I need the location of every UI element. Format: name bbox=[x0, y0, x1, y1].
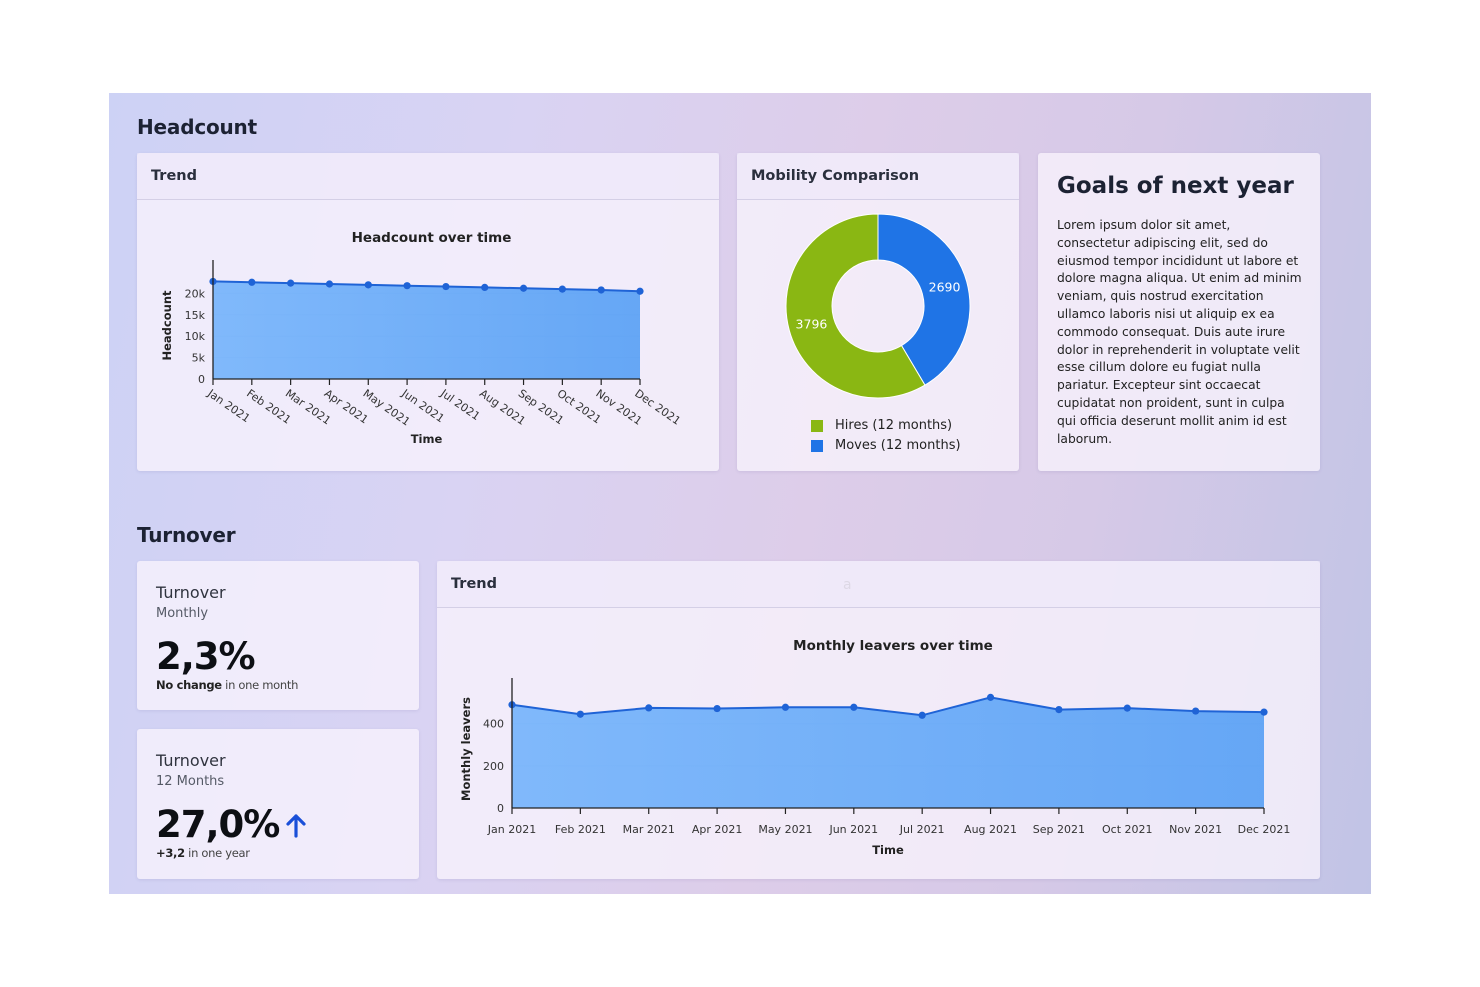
x-tick-label: Oct 2021 bbox=[1102, 823, 1153, 836]
turnover-12m-card: Turnover 12 Months 27,0% +3,2 in one yea… bbox=[137, 729, 419, 879]
x-tick-label: Nov 2021 bbox=[1169, 823, 1222, 836]
mobility-donut-chart: 2690 3796 bbox=[785, 213, 971, 399]
data-point bbox=[442, 282, 450, 291]
chart-title: Monthly leavers over time bbox=[793, 638, 993, 654]
data-point bbox=[1260, 708, 1268, 716]
data-point bbox=[918, 711, 926, 719]
y-tick-label: 5k bbox=[192, 352, 206, 365]
kpi-subtitle: 12 Months bbox=[156, 774, 225, 789]
kpi-note-rest: in one year bbox=[184, 846, 250, 860]
x-tick-label: Sep 2021 bbox=[1033, 823, 1085, 836]
data-point bbox=[597, 286, 605, 294]
goals-card: Goals of next year Lorem ipsum dolor sit… bbox=[1038, 153, 1320, 471]
y-tick-label: 10k bbox=[185, 330, 206, 343]
x-tick-label: Jun 2021 bbox=[828, 823, 878, 836]
arrow-up-icon bbox=[286, 813, 306, 838]
y-tick-label: 15k bbox=[185, 309, 206, 322]
data-point bbox=[248, 278, 256, 286]
dashboard: Headcount Trend Headcount over time 0 5k 10… bbox=[109, 93, 1371, 894]
data-point bbox=[1123, 704, 1131, 712]
data-point bbox=[781, 703, 790, 711]
slice-value-label: 2690 bbox=[929, 280, 961, 295]
chart-title: Headcount over time bbox=[352, 230, 512, 246]
kpi-subtitle: Monthly bbox=[156, 606, 209, 621]
y-axis-label: Monthly leavers bbox=[459, 697, 473, 801]
x-tick-label: Apr 2021 bbox=[692, 823, 743, 836]
donut-slice-moves bbox=[877, 213, 971, 386]
x-tick-label: Jul 2021 bbox=[899, 823, 945, 836]
turnover-section-title: Turnover bbox=[137, 523, 236, 547]
turnover-trend-header: Trend bbox=[437, 561, 1320, 608]
x-tick-label: Jan 2021 bbox=[487, 823, 536, 836]
area-fill bbox=[512, 697, 1264, 808]
monthly-leavers-chart: Monthly leavers over time 0 200 400 Jan 2021… bbox=[459, 638, 1291, 857]
legend-swatch-moves bbox=[811, 439, 823, 452]
y-tick-label: 0 bbox=[198, 373, 205, 386]
data-point bbox=[519, 284, 528, 292]
kpi-note-rest: in one month bbox=[221, 678, 299, 692]
x-tick-label: Aug 2021 bbox=[964, 823, 1017, 836]
x-axis-label: Time bbox=[411, 432, 443, 446]
data-point bbox=[636, 287, 644, 295]
series-line bbox=[511, 696, 1265, 717]
legend-swatch-hires bbox=[811, 419, 823, 432]
kpi-value: 27,0% bbox=[156, 803, 280, 846]
y-tick-label: 200 bbox=[483, 760, 504, 773]
x-tick-label: Feb 2021 bbox=[555, 823, 606, 836]
data-point bbox=[713, 704, 721, 713]
goals-title: Goals of next year bbox=[1057, 173, 1294, 199]
data-point bbox=[287, 279, 295, 287]
mobility-card: Mobility Comparison 2690 3796 Hires (12 m… bbox=[737, 153, 1019, 471]
turnover-monthly-card: Turnover Monthly 2,3% No change in one m… bbox=[137, 561, 419, 710]
data-point bbox=[1055, 705, 1063, 714]
y-axis-label: Headcount bbox=[160, 290, 174, 361]
data-point bbox=[325, 280, 334, 288]
x-tick-label: Dec 2021 bbox=[1238, 823, 1291, 836]
kpi-note-bold: +3,2 bbox=[156, 846, 185, 860]
headcount-trend-header: Trend bbox=[137, 153, 719, 200]
area-fill bbox=[213, 281, 640, 379]
kpi-note: +3,2 in one year bbox=[156, 846, 250, 860]
kpi-note: No change in one month bbox=[156, 678, 298, 692]
turnover-trend-card: Trend Monthly leavers over time 0 200 400 Ja… bbox=[437, 561, 1320, 879]
goals-body: Lorem ipsum dolor sit amet, consectetur … bbox=[1057, 218, 1302, 446]
kpi-title: Turnover bbox=[156, 583, 226, 602]
kpi-value: 2,3% bbox=[156, 635, 256, 678]
donut-slice-hires bbox=[785, 213, 926, 399]
legend-label-moves: Moves (12 months) bbox=[835, 438, 961, 453]
y-tick-label: 400 bbox=[483, 718, 504, 731]
kpi-note-bold: No change bbox=[156, 678, 222, 692]
legend-item-hires[interactable]: Hires (12 months) bbox=[811, 418, 952, 433]
legend-label-hires: Hires (12 months) bbox=[835, 418, 953, 433]
series-line bbox=[212, 280, 641, 293]
mobility-header: Mobility Comparison bbox=[737, 153, 1019, 200]
data-point bbox=[403, 282, 411, 290]
x-tick-label: Jan 2021 bbox=[204, 386, 252, 425]
data-point bbox=[850, 703, 858, 711]
y-tick-label: 0 bbox=[497, 802, 504, 815]
headcount-trend-card: Trend Headcount over time 0 5k 10k 15k 20k Jan… bbox=[137, 153, 719, 471]
x-tick-label: May 2021 bbox=[758, 823, 812, 836]
x-axis-label: Time bbox=[872, 843, 904, 857]
data-point bbox=[481, 283, 489, 292]
data-point bbox=[364, 281, 372, 289]
data-point bbox=[986, 693, 995, 701]
kpi-value-row: 27,0% bbox=[156, 803, 307, 846]
kpi-title: Turnover bbox=[156, 751, 226, 770]
data-point bbox=[645, 704, 653, 712]
data-point bbox=[576, 710, 584, 718]
x-tick-label: Mar 2021 bbox=[623, 823, 675, 836]
legend-item-moves[interactable]: Moves (12 months) bbox=[811, 438, 961, 453]
data-point bbox=[1192, 707, 1200, 715]
headcount-section-title: Headcount bbox=[137, 115, 257, 139]
data-point bbox=[558, 285, 566, 293]
slice-value-label: 3796 bbox=[796, 316, 828, 331]
y-tick-label: 20k bbox=[185, 287, 206, 300]
